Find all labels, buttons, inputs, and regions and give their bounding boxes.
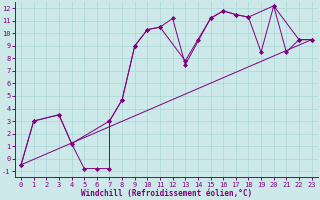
X-axis label: Windchill (Refroidissement éolien,°C): Windchill (Refroidissement éolien,°C): [81, 189, 252, 198]
